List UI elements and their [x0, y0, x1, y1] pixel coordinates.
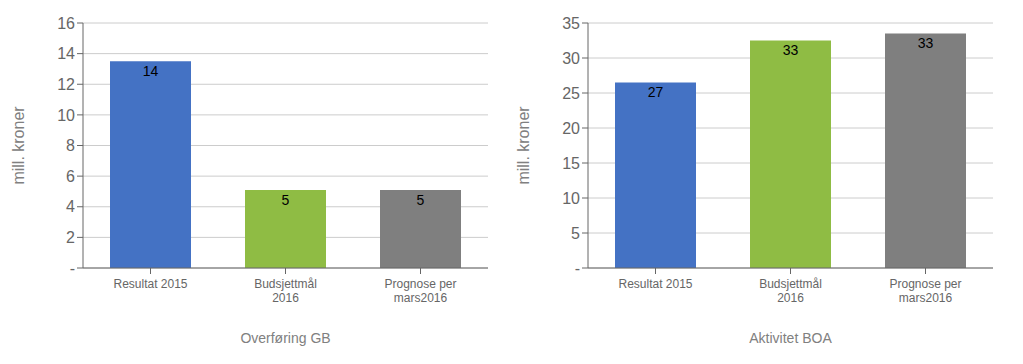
svg-text:-: -	[70, 260, 75, 277]
svg-text:14: 14	[143, 63, 159, 79]
svg-text:15: 15	[562, 155, 580, 172]
svg-text:33: 33	[783, 42, 799, 58]
svg-text:10: 10	[562, 190, 580, 207]
svg-text:4: 4	[66, 198, 75, 215]
svg-text:10: 10	[57, 107, 75, 124]
svg-text:27: 27	[648, 84, 664, 100]
svg-text:33: 33	[918, 35, 934, 51]
svg-text:2: 2	[66, 229, 75, 246]
svg-text:Overføring GB: Overføring GB	[240, 330, 330, 346]
svg-text:-: -	[575, 260, 580, 277]
svg-text:Resultat 2015: Resultat 2015	[113, 277, 187, 291]
svg-text:Budsjettmål2016: Budsjettmål2016	[254, 277, 317, 305]
svg-text:6: 6	[66, 168, 75, 185]
svg-text:5: 5	[282, 192, 290, 208]
svg-text:Prognose permars2016: Prognose permars2016	[384, 277, 456, 305]
svg-text:12: 12	[57, 76, 75, 93]
svg-text:25: 25	[562, 85, 580, 102]
svg-text:Resultat 2015: Resultat 2015	[618, 277, 692, 291]
svg-text:16: 16	[57, 15, 75, 32]
svg-text:30: 30	[562, 50, 580, 67]
svg-text:Prognose permars2016: Prognose permars2016	[889, 277, 961, 305]
svg-text:Budsjettmål2016: Budsjettmål2016	[759, 277, 822, 305]
svg-text:Aktivitet BOA: Aktivitet BOA	[749, 330, 832, 346]
svg-text:8: 8	[66, 137, 75, 154]
svg-text:20: 20	[562, 120, 580, 137]
svg-text:mill. kroner: mill. kroner	[515, 106, 532, 185]
svg-text:5: 5	[571, 225, 580, 242]
svg-text:35: 35	[562, 15, 580, 32]
svg-text:mill. kroner: mill. kroner	[10, 106, 27, 185]
svg-text:5: 5	[417, 192, 425, 208]
svg-text:14: 14	[57, 45, 75, 62]
